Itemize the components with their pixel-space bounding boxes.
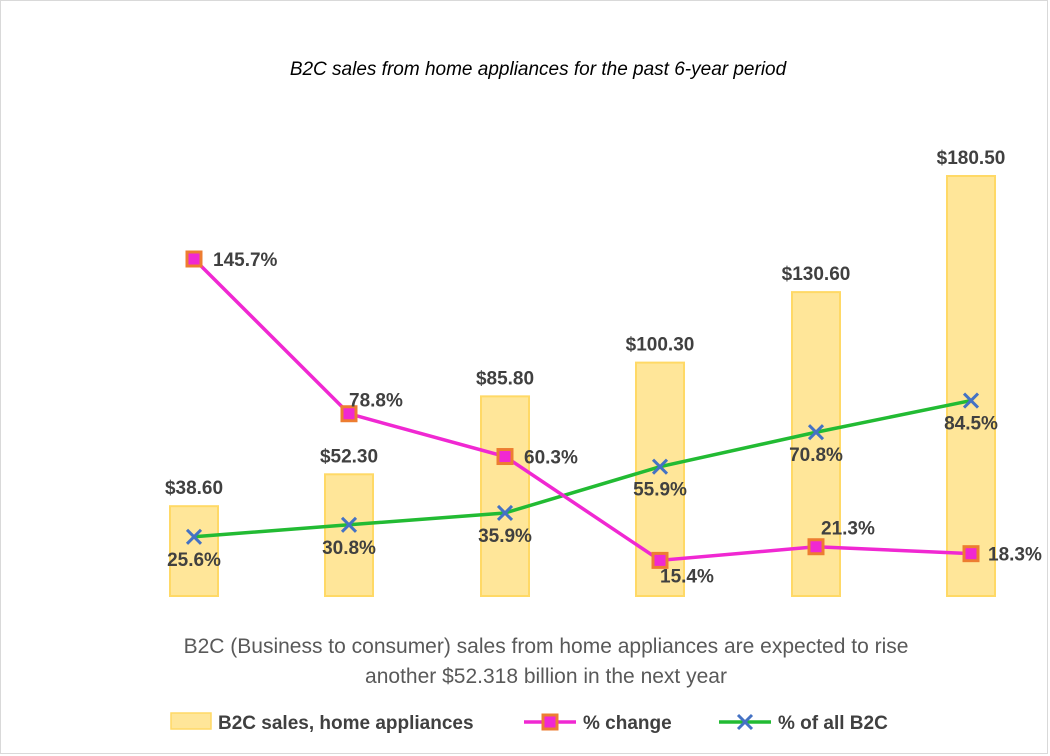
legend-item-bars: B2C sales, home appliances [170, 712, 474, 734]
share-point-1 [340, 516, 358, 533]
change-line [192, 257, 972, 563]
chart-subtitle-line-2: another $52.318 billion in the next year [365, 665, 727, 688]
bar-0 [169, 505, 219, 598]
change-label-1: 78.8% [349, 391, 403, 412]
bar-series [169, 175, 996, 598]
legend-marker-change [541, 713, 559, 731]
legend-item-change: % change [524, 713, 672, 734]
share-point-0 [185, 528, 203, 545]
change-point-4 [807, 538, 825, 556]
share-line [193, 398, 972, 539]
share-point-2 [496, 504, 514, 522]
share-point-4 [807, 424, 825, 441]
share-point-5 [962, 392, 980, 409]
bar-value-label-1: $52.30 [320, 446, 378, 467]
change-label-3: 15.4% [660, 566, 714, 587]
share-label-0: 25.6% [167, 550, 221, 571]
share-label-3: 55.9% [633, 480, 687, 501]
change-point-5 [962, 545, 980, 563]
bar-5 [946, 175, 996, 597]
line-series [185, 250, 980, 569]
bar-value-label-4: $130.60 [782, 264, 851, 285]
legend-marker-share-b [736, 713, 754, 731]
legend: B2C sales, home appliances % change % of a… [170, 712, 888, 734]
share-label-4: 70.8% [789, 445, 843, 466]
chart-subtitle-line-1: B2C (Business to consumer) sales from ho… [184, 635, 909, 658]
change-point-2 [496, 448, 514, 466]
change-label-5: 18.3% [988, 545, 1042, 566]
bar-value-label-2: $85.80 [476, 368, 534, 389]
legend-item-share: % of all B2C [719, 713, 888, 734]
data-labels: $38.60 $52.30 $85.80 $100.30 $130.60 $180.50 2… [165, 148, 1042, 587]
bar-1 [324, 473, 374, 598]
share-label-5: 84.5% [944, 414, 998, 435]
change-point-1 [340, 405, 358, 423]
legend-swatch-bars [170, 712, 212, 730]
change-label-2: 60.3% [524, 448, 578, 469]
bar-value-label-3: $100.30 [626, 335, 695, 356]
bar-value-label-0: $38.60 [165, 478, 223, 499]
legend-label-share: % of all B2C [778, 713, 888, 734]
change-label-0: 145.7% [213, 250, 278, 271]
bar-2 [480, 395, 530, 598]
share-label-1: 30.8% [322, 538, 376, 559]
change-label-4: 21.3% [821, 519, 875, 540]
share-label-2: 35.9% [478, 526, 532, 547]
change-point-0 [185, 250, 203, 268]
share-point-3 [651, 458, 669, 475]
change-point-3 [651, 551, 669, 569]
bar-value-label-5: $180.50 [937, 148, 1006, 169]
legend-label-change: % change [583, 713, 672, 734]
chart-title: B2C sales from home appliances for the p… [290, 59, 788, 80]
legend-label-bars: B2C sales, home appliances [218, 713, 474, 734]
